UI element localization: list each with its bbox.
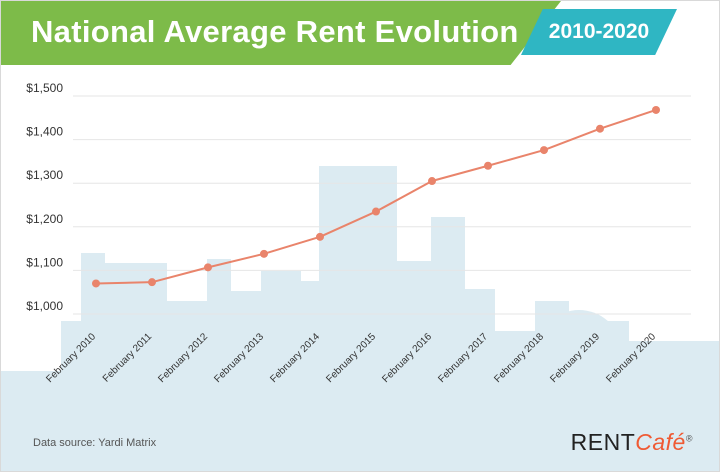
title-band: National Average Rent Evolution	[1, 1, 561, 65]
data-point	[204, 263, 212, 272]
data-point	[428, 177, 436, 186]
skyline-ground	[1, 396, 719, 471]
year-range-label: 2010-2020	[548, 20, 650, 43]
y-tick-label: $1,100	[26, 255, 63, 269]
data-point	[484, 161, 492, 170]
data-points	[92, 105, 660, 288]
logo-rent: RENT	[570, 429, 636, 455]
y-tick-label: $1,200	[26, 212, 63, 226]
data-point	[540, 146, 548, 155]
rentcafe-logo: RENTCafé®	[571, 429, 693, 456]
y-tick-label: $1,000	[26, 299, 63, 313]
data-point	[596, 124, 604, 133]
registered-mark: ®	[685, 433, 693, 444]
chart-title: National Average Rent Evolution	[31, 14, 519, 49]
data-point	[260, 249, 268, 258]
data-point	[316, 232, 324, 241]
data-source-note: Data source: Yardi Matrix	[33, 437, 157, 449]
y-tick-label: $1,300	[26, 168, 63, 182]
data-point	[372, 207, 380, 216]
data-point	[92, 279, 100, 288]
gridlines	[73, 95, 691, 315]
y-tick-label: $1,400	[26, 125, 63, 139]
city-skyline-background	[1, 166, 719, 471]
y-tick-label: $1,500	[26, 81, 63, 95]
data-point	[148, 278, 156, 287]
logo-cafe: Café	[635, 429, 686, 455]
data-point	[652, 105, 660, 114]
y-axis-ticks: $1,000 $1,100 $1,200 $1,300 $1,400 $1,500	[26, 81, 63, 313]
skyline-dome	[539, 310, 619, 382]
year-range-badge: 2010-2020	[521, 9, 677, 55]
